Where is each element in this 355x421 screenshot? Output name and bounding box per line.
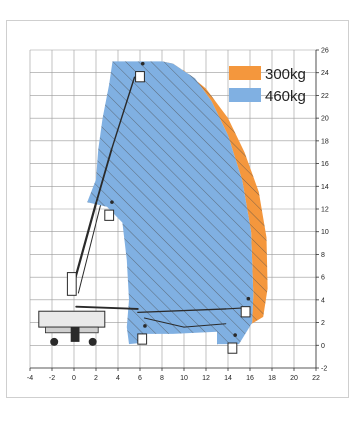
boom-upper: [95, 149, 113, 205]
x-tick-label: 4: [116, 375, 120, 382]
x-tick-label: 12: [202, 375, 210, 382]
x-tick-label: 18: [268, 375, 276, 382]
y-tick-label: 20: [321, 116, 329, 123]
y-tick-label: 2: [321, 320, 325, 327]
boom-low-reach-ext: [183, 323, 227, 328]
y-tick-label: 24: [321, 70, 329, 77]
boom-low-reach: [143, 317, 185, 328]
y-tick-label: 8: [321, 252, 325, 259]
y-tick-label: 12: [321, 207, 329, 214]
basket-top-operator: [140, 61, 145, 66]
x-tick-label: 16: [246, 375, 254, 382]
boom-tip: [110, 76, 136, 151]
basket-low-operator: [143, 324, 147, 328]
y-tick-label: 16: [321, 161, 329, 168]
legend-label: 300kg: [265, 66, 306, 83]
x-tick-label: -2: [49, 375, 55, 382]
legend-label: 460kg: [265, 88, 306, 105]
chassis: [38, 310, 106, 328]
basket-mid-operator: [110, 200, 114, 204]
legend-swatch-460kg: [229, 88, 261, 102]
basket-ground: [227, 342, 238, 354]
boom-lower-inner: [77, 205, 101, 294]
wheel: [88, 337, 97, 346]
load-zone-hatch-300kg: [162, 61, 268, 345]
x-tick-label: 0: [72, 375, 76, 382]
x-tick-label: 20: [290, 375, 298, 382]
y-tick-label: 14: [321, 184, 329, 191]
y-tick-label: 0: [321, 343, 325, 350]
load-zones: [87, 61, 268, 345]
y-tick-label: -2: [321, 366, 327, 373]
y-tick-label: 22: [321, 93, 329, 100]
x-tick-label: 10: [180, 375, 188, 382]
basket-low: [137, 333, 148, 345]
x-tick-label: 2: [94, 375, 98, 382]
y-tick-label: 26: [321, 48, 329, 55]
x-tick-label: 8: [160, 375, 164, 382]
machine-illustration: [38, 61, 251, 354]
y-tick-label: 4: [321, 297, 325, 304]
x-tick-label: 14: [224, 375, 232, 382]
boom-horizontal-ext: [137, 308, 227, 314]
x-tick-label: 6: [138, 375, 142, 382]
legend: 300kg 460kg: [229, 66, 306, 105]
basket-far: [240, 306, 251, 318]
chart-frame: [6, 20, 349, 398]
basket-ground-operator: [233, 333, 237, 337]
y-tick-label: 6: [321, 275, 325, 282]
basket-mid: [104, 209, 115, 221]
y-tick-label: 10: [321, 229, 329, 236]
y-tick-label: 18: [321, 138, 329, 145]
turret: [66, 272, 77, 296]
boom-horizontal: [75, 305, 139, 310]
x-tick-label: 22: [312, 375, 320, 382]
basket-top: [135, 71, 145, 83]
legend-swatch-300kg: [229, 66, 261, 80]
x-tick-label: -4: [27, 375, 33, 382]
wheel: [50, 337, 59, 346]
load-zone-hatch-460kg: [87, 61, 254, 345]
outrigger: [70, 327, 80, 342]
basket-far-operator: [246, 296, 251, 301]
